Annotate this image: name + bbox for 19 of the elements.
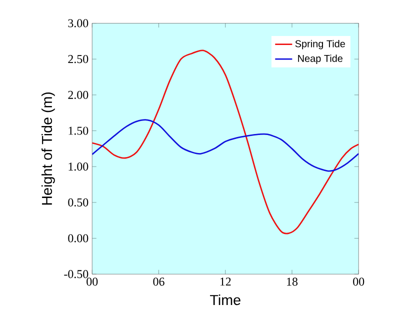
y-tick-label: 2.00 [68,90,88,99]
legend-label: Neap Tide [298,54,342,64]
y-tick-label: 1.00 [68,162,88,171]
y-tick-label: 0.00 [68,234,88,242]
x-tick-label: 06 [153,278,164,286]
y-tick-label: 3.00 [68,19,88,28]
y-tick-label: -0.50 [64,270,88,278]
line-series [92,119,359,172]
line-series [92,50,359,234]
x-tick-label: 00 [86,278,98,286]
y-tick-label: 0.50 [68,198,88,207]
x-tick-label: 18 [287,278,298,286]
x-tick-label: 12 [220,278,231,286]
legend-label: Spring Tide [295,40,345,50]
y-tick-label: 2.50 [68,55,88,64]
y-axis-title: Height of Tide (m) [42,92,55,205]
y-tick-label: 1.50 [68,126,88,135]
x-axis-title: Time [210,294,240,306]
x-tick-label: 00 [353,278,364,286]
